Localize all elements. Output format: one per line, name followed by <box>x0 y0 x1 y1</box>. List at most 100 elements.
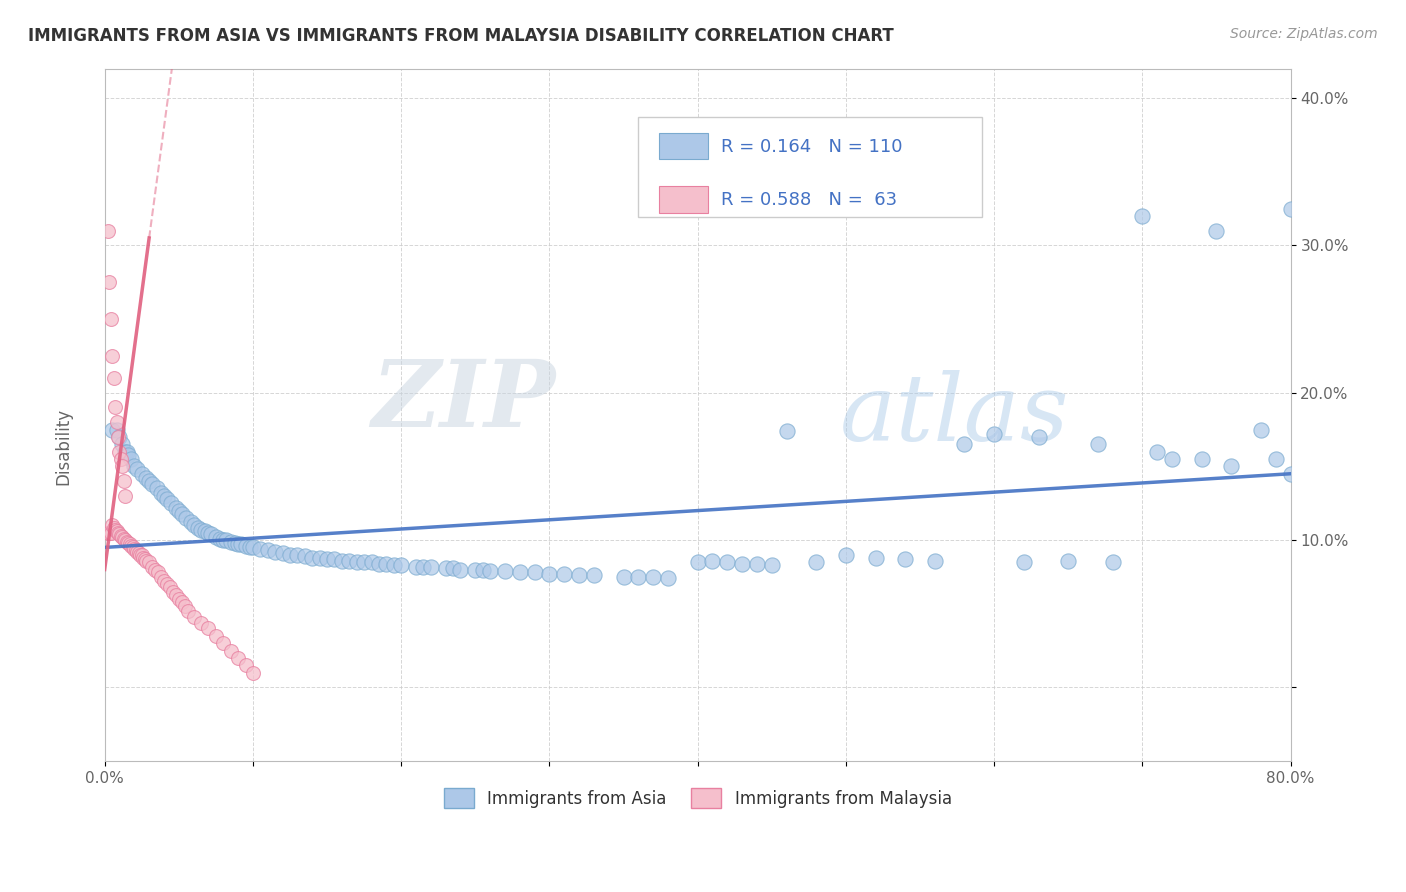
Point <box>953 437 976 451</box>
Point <box>1087 437 1109 451</box>
Point <box>159 580 181 594</box>
Point <box>167 503 190 517</box>
Point <box>865 550 887 565</box>
Point <box>1250 423 1272 437</box>
Point <box>382 558 405 573</box>
Point <box>173 599 195 614</box>
Point <box>124 541 146 556</box>
Text: IMMIGRANTS FROM ASIA VS IMMIGRANTS FROM MALAYSIA DISABILITY CORRELATION CHART: IMMIGRANTS FROM ASIA VS IMMIGRANTS FROM … <box>28 27 894 45</box>
Point <box>1101 555 1123 569</box>
Point <box>98 275 121 289</box>
Point <box>156 491 179 506</box>
Point <box>209 532 232 546</box>
Point <box>115 444 138 458</box>
Text: R = 0.164   N = 110: R = 0.164 N = 110 <box>721 137 903 156</box>
Text: atlas: atlas <box>839 370 1070 459</box>
Point <box>132 550 155 565</box>
Point <box>494 564 516 578</box>
Point <box>194 524 217 539</box>
Text: Disability: Disability <box>55 408 72 484</box>
Point <box>1191 452 1213 467</box>
Point <box>105 423 128 437</box>
Point <box>294 549 316 564</box>
Point <box>1161 452 1184 467</box>
Point <box>1205 224 1227 238</box>
Point <box>170 595 193 609</box>
Text: ZIP: ZIP <box>371 356 555 446</box>
Point <box>162 584 184 599</box>
Point <box>131 467 153 481</box>
Point <box>143 562 166 576</box>
Point <box>100 312 122 326</box>
Point <box>101 518 124 533</box>
Point <box>419 559 441 574</box>
Point <box>174 511 197 525</box>
Point <box>125 543 148 558</box>
Point <box>127 462 149 476</box>
Point <box>226 537 249 551</box>
Point <box>686 555 709 569</box>
Point <box>104 401 127 415</box>
Point <box>108 430 131 444</box>
Point <box>212 533 235 547</box>
Point <box>205 629 228 643</box>
Point <box>141 477 163 491</box>
Point <box>323 552 346 566</box>
Point <box>308 550 330 565</box>
Point <box>107 525 129 540</box>
Point <box>105 415 128 429</box>
Point <box>538 566 561 581</box>
Point <box>229 537 252 551</box>
Point <box>117 536 139 550</box>
Point <box>553 566 575 581</box>
Point <box>224 536 246 550</box>
Point <box>612 570 634 584</box>
Point <box>98 525 121 540</box>
Point <box>135 471 157 485</box>
Point <box>197 525 219 540</box>
Point <box>127 545 149 559</box>
Point <box>124 459 146 474</box>
Point <box>264 545 287 559</box>
FancyBboxPatch shape <box>658 133 709 160</box>
Point <box>405 559 427 574</box>
Point <box>509 566 531 580</box>
Point <box>108 527 131 541</box>
Point <box>1220 459 1243 474</box>
Point <box>150 570 173 584</box>
Point <box>412 559 434 574</box>
Point <box>212 636 235 650</box>
Point <box>271 546 294 560</box>
Point <box>353 555 375 569</box>
Point <box>115 534 138 549</box>
Legend: Immigrants from Asia, Immigrants from Malaysia: Immigrants from Asia, Immigrants from Ma… <box>437 781 959 815</box>
Point <box>375 557 398 571</box>
Point <box>114 444 136 458</box>
Point <box>568 568 591 582</box>
Point <box>582 568 605 582</box>
Point <box>278 548 301 562</box>
Point <box>702 554 724 568</box>
Point <box>235 539 257 553</box>
Point <box>134 552 156 566</box>
Point <box>287 548 309 562</box>
FancyBboxPatch shape <box>638 117 983 218</box>
Point <box>1130 209 1153 223</box>
Point <box>242 665 264 680</box>
Point <box>215 533 238 547</box>
Point <box>200 527 222 541</box>
Point <box>153 489 176 503</box>
Point <box>983 426 1005 441</box>
Point <box>242 541 264 555</box>
Point <box>389 558 412 573</box>
Point <box>138 555 160 569</box>
Point <box>1279 202 1302 216</box>
Point <box>117 448 139 462</box>
Point <box>176 604 198 618</box>
Point <box>100 525 122 540</box>
Point <box>111 437 134 451</box>
Point <box>112 474 135 488</box>
Point <box>165 500 187 515</box>
Point <box>368 557 391 571</box>
Point <box>165 588 187 602</box>
